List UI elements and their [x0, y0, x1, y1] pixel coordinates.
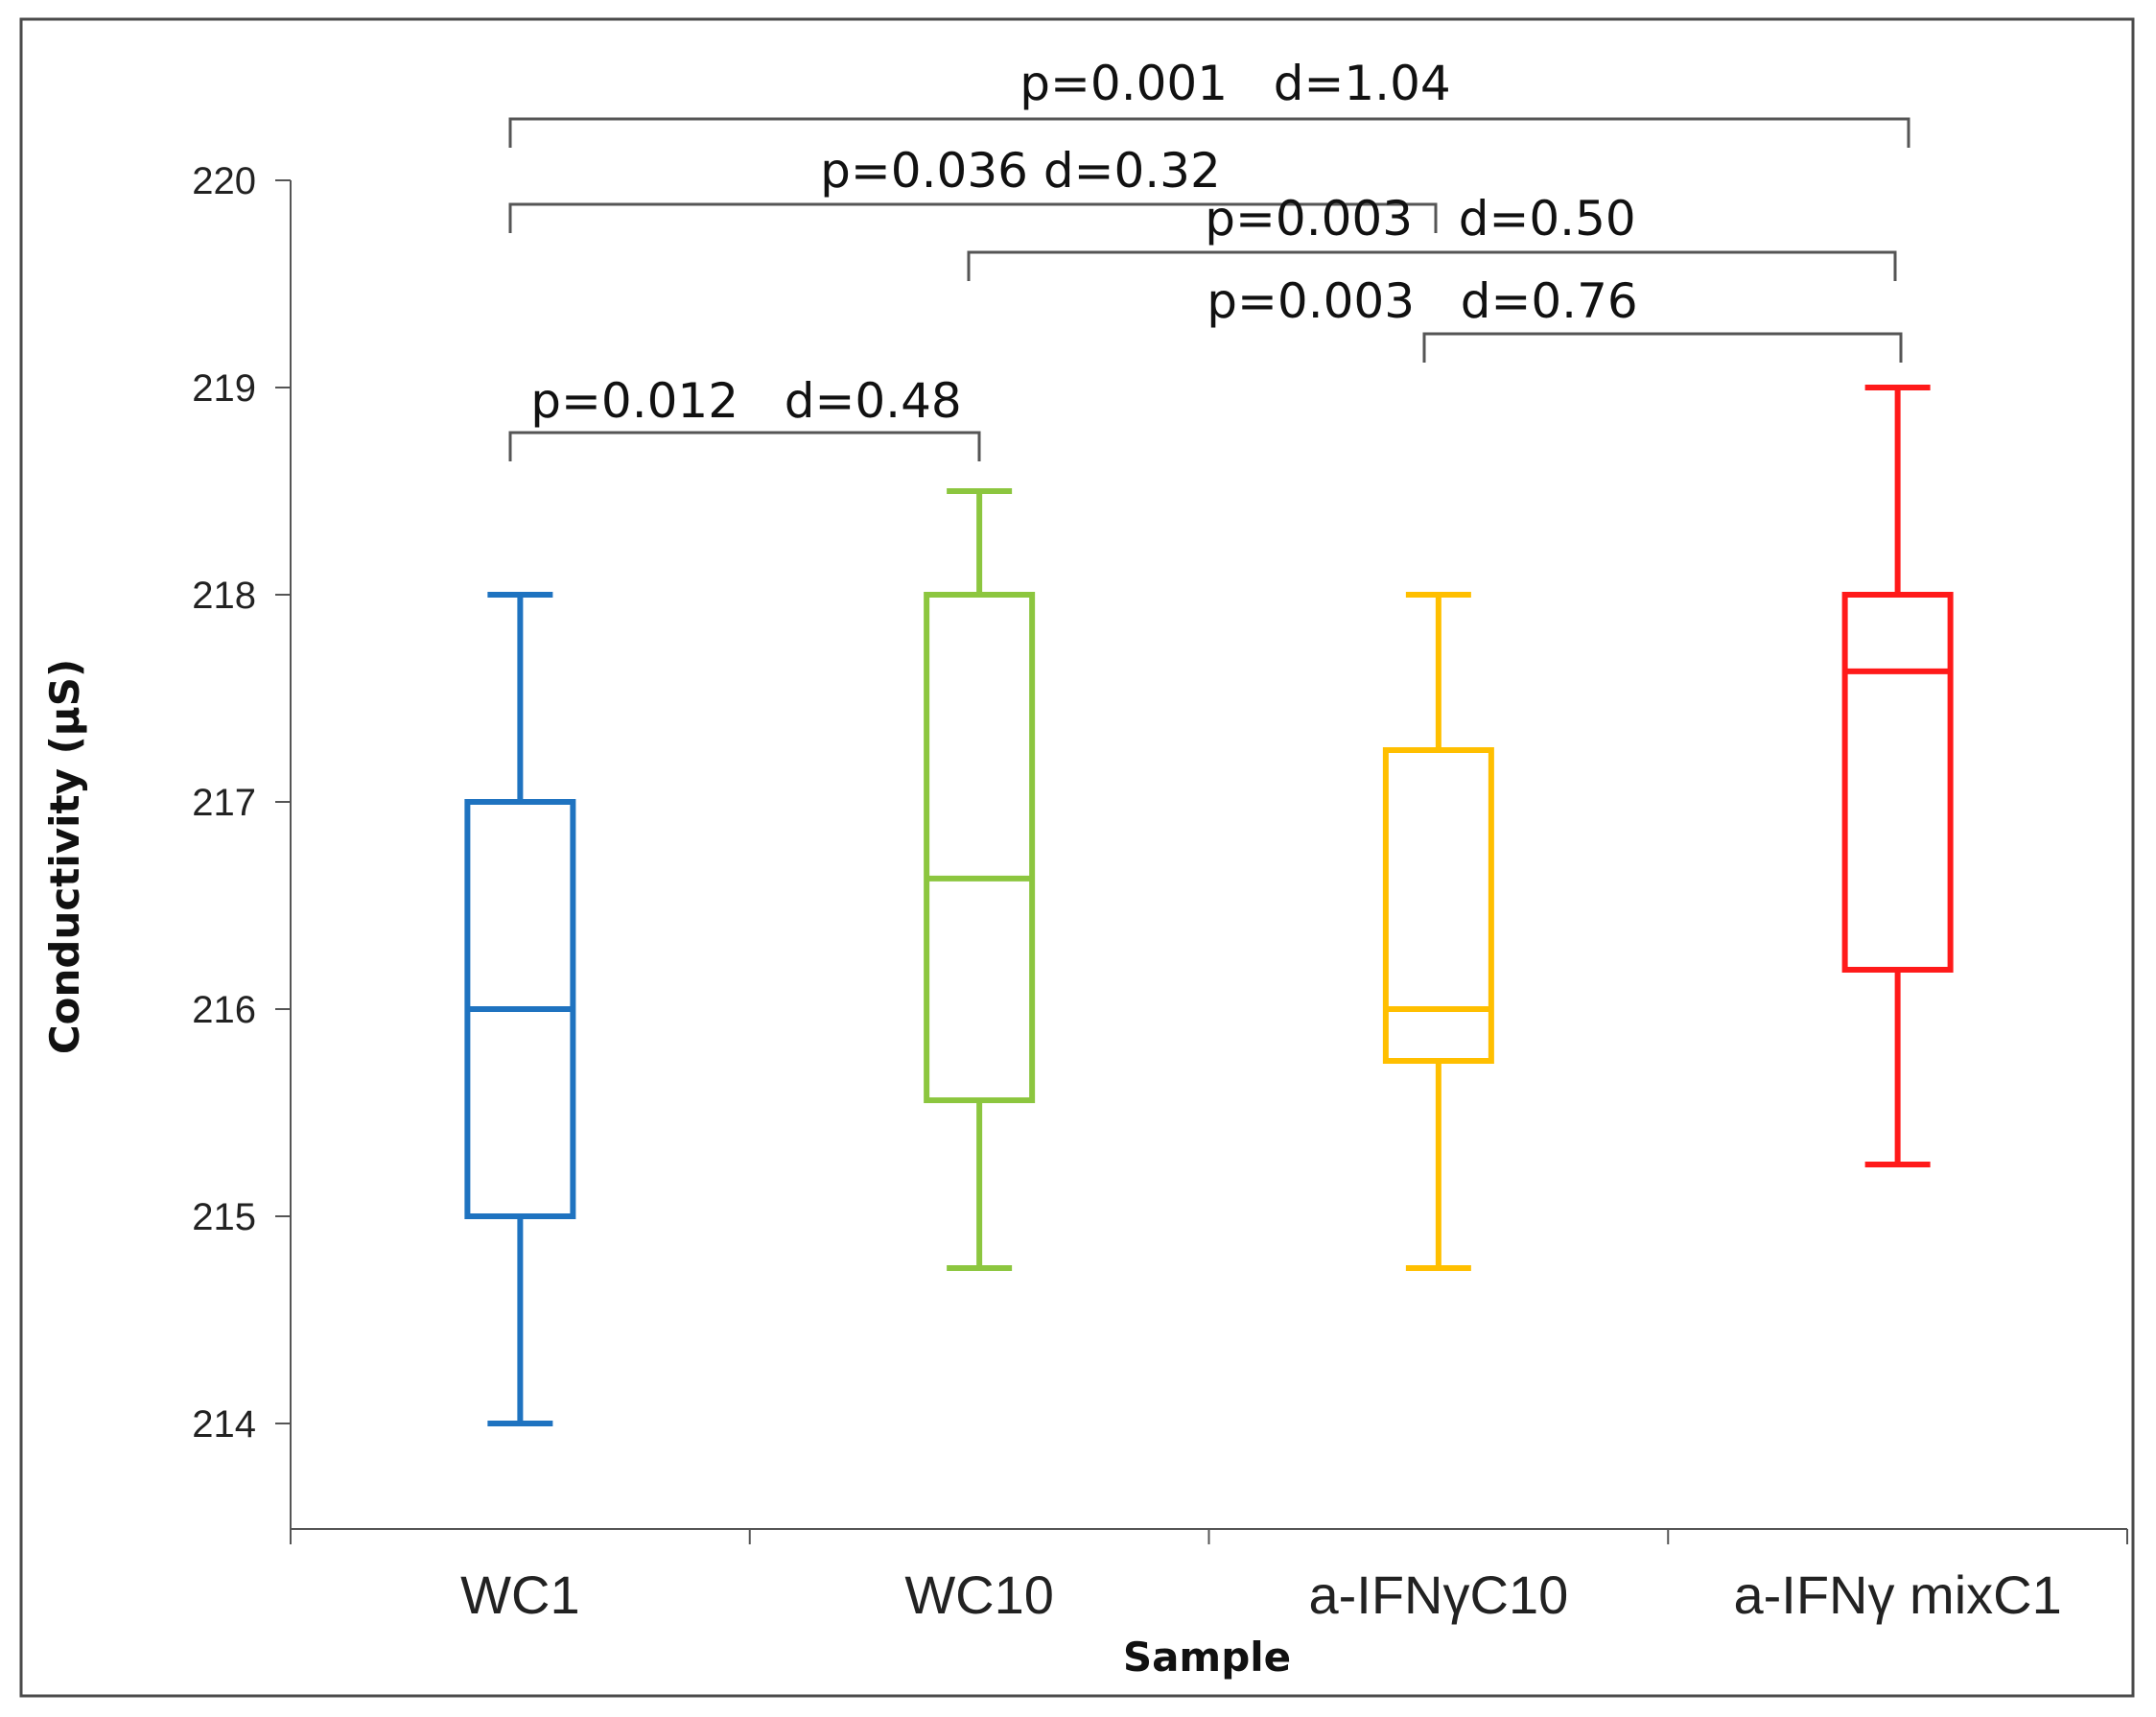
significance-label: p=0.012 d=0.48 [530, 373, 961, 429]
significance-bracket-2: p=0.036 d=0.32 [508, 143, 1438, 233]
y-axis-ticks: 214 215 216 217 218 219 220 [192, 160, 291, 1446]
box-3 [1382, 592, 1494, 1271]
iqr-box [924, 592, 1036, 1104]
y-tick-label: 219 [192, 367, 256, 410]
significance-label: p=0.036 d=0.32 [820, 143, 1221, 199]
box-4 [1841, 385, 1954, 1167]
bracket-line [1422, 332, 1903, 363]
x-axis-title: Sample [1123, 1634, 1291, 1681]
y-axis-title: Conductivity (µS) [41, 659, 88, 1054]
significance-label: p=0.001 d=1.04 [1019, 56, 1450, 111]
y-tick-label: 215 [192, 1196, 256, 1238]
x-axis-ticks: WC1 WC10 a-IFNγC10 a-IFNγ mixC1 [290, 1529, 2128, 1625]
box-series [464, 385, 1954, 1426]
x-category-label: a-IFNγ mixC1 [1734, 1564, 2062, 1625]
y-tick-label: 217 [192, 782, 256, 824]
bracket-line [967, 250, 1897, 281]
iqr-box [1841, 592, 1954, 973]
significance-bracket-1: p=0.001 d=1.04 [508, 56, 1910, 148]
x-category-label: a-IFNγC10 [1309, 1564, 1569, 1625]
bracket-line [508, 202, 1438, 233]
box-1 [464, 592, 576, 1426]
significance-annotations: p=0.001 d=1.04p=0.036 d=0.32p=0.003 d=0.… [508, 56, 1910, 461]
significance-bracket-3: p=0.003 d=0.50 [967, 191, 1897, 281]
bracket-line [508, 431, 981, 461]
significance-bracket-5: p=0.012 d=0.48 [508, 373, 981, 461]
significance-bracket-4: p=0.003 d=0.76 [1207, 273, 1903, 363]
bracket-line [508, 117, 1910, 148]
box-2 [924, 488, 1036, 1271]
x-category-label: WC1 [460, 1564, 579, 1625]
chart-frame [19, 17, 2135, 1698]
y-tick-label: 218 [192, 575, 256, 617]
y-tick-label: 216 [192, 989, 256, 1031]
y-tick-label: 214 [192, 1403, 256, 1446]
significance-label: p=0.003 d=0.76 [1207, 273, 1637, 329]
significance-label: p=0.003 d=0.50 [1205, 191, 1635, 247]
y-tick-label: 220 [192, 160, 256, 202]
iqr-box [1382, 747, 1494, 1064]
x-category-label: WC10 [904, 1564, 1054, 1625]
